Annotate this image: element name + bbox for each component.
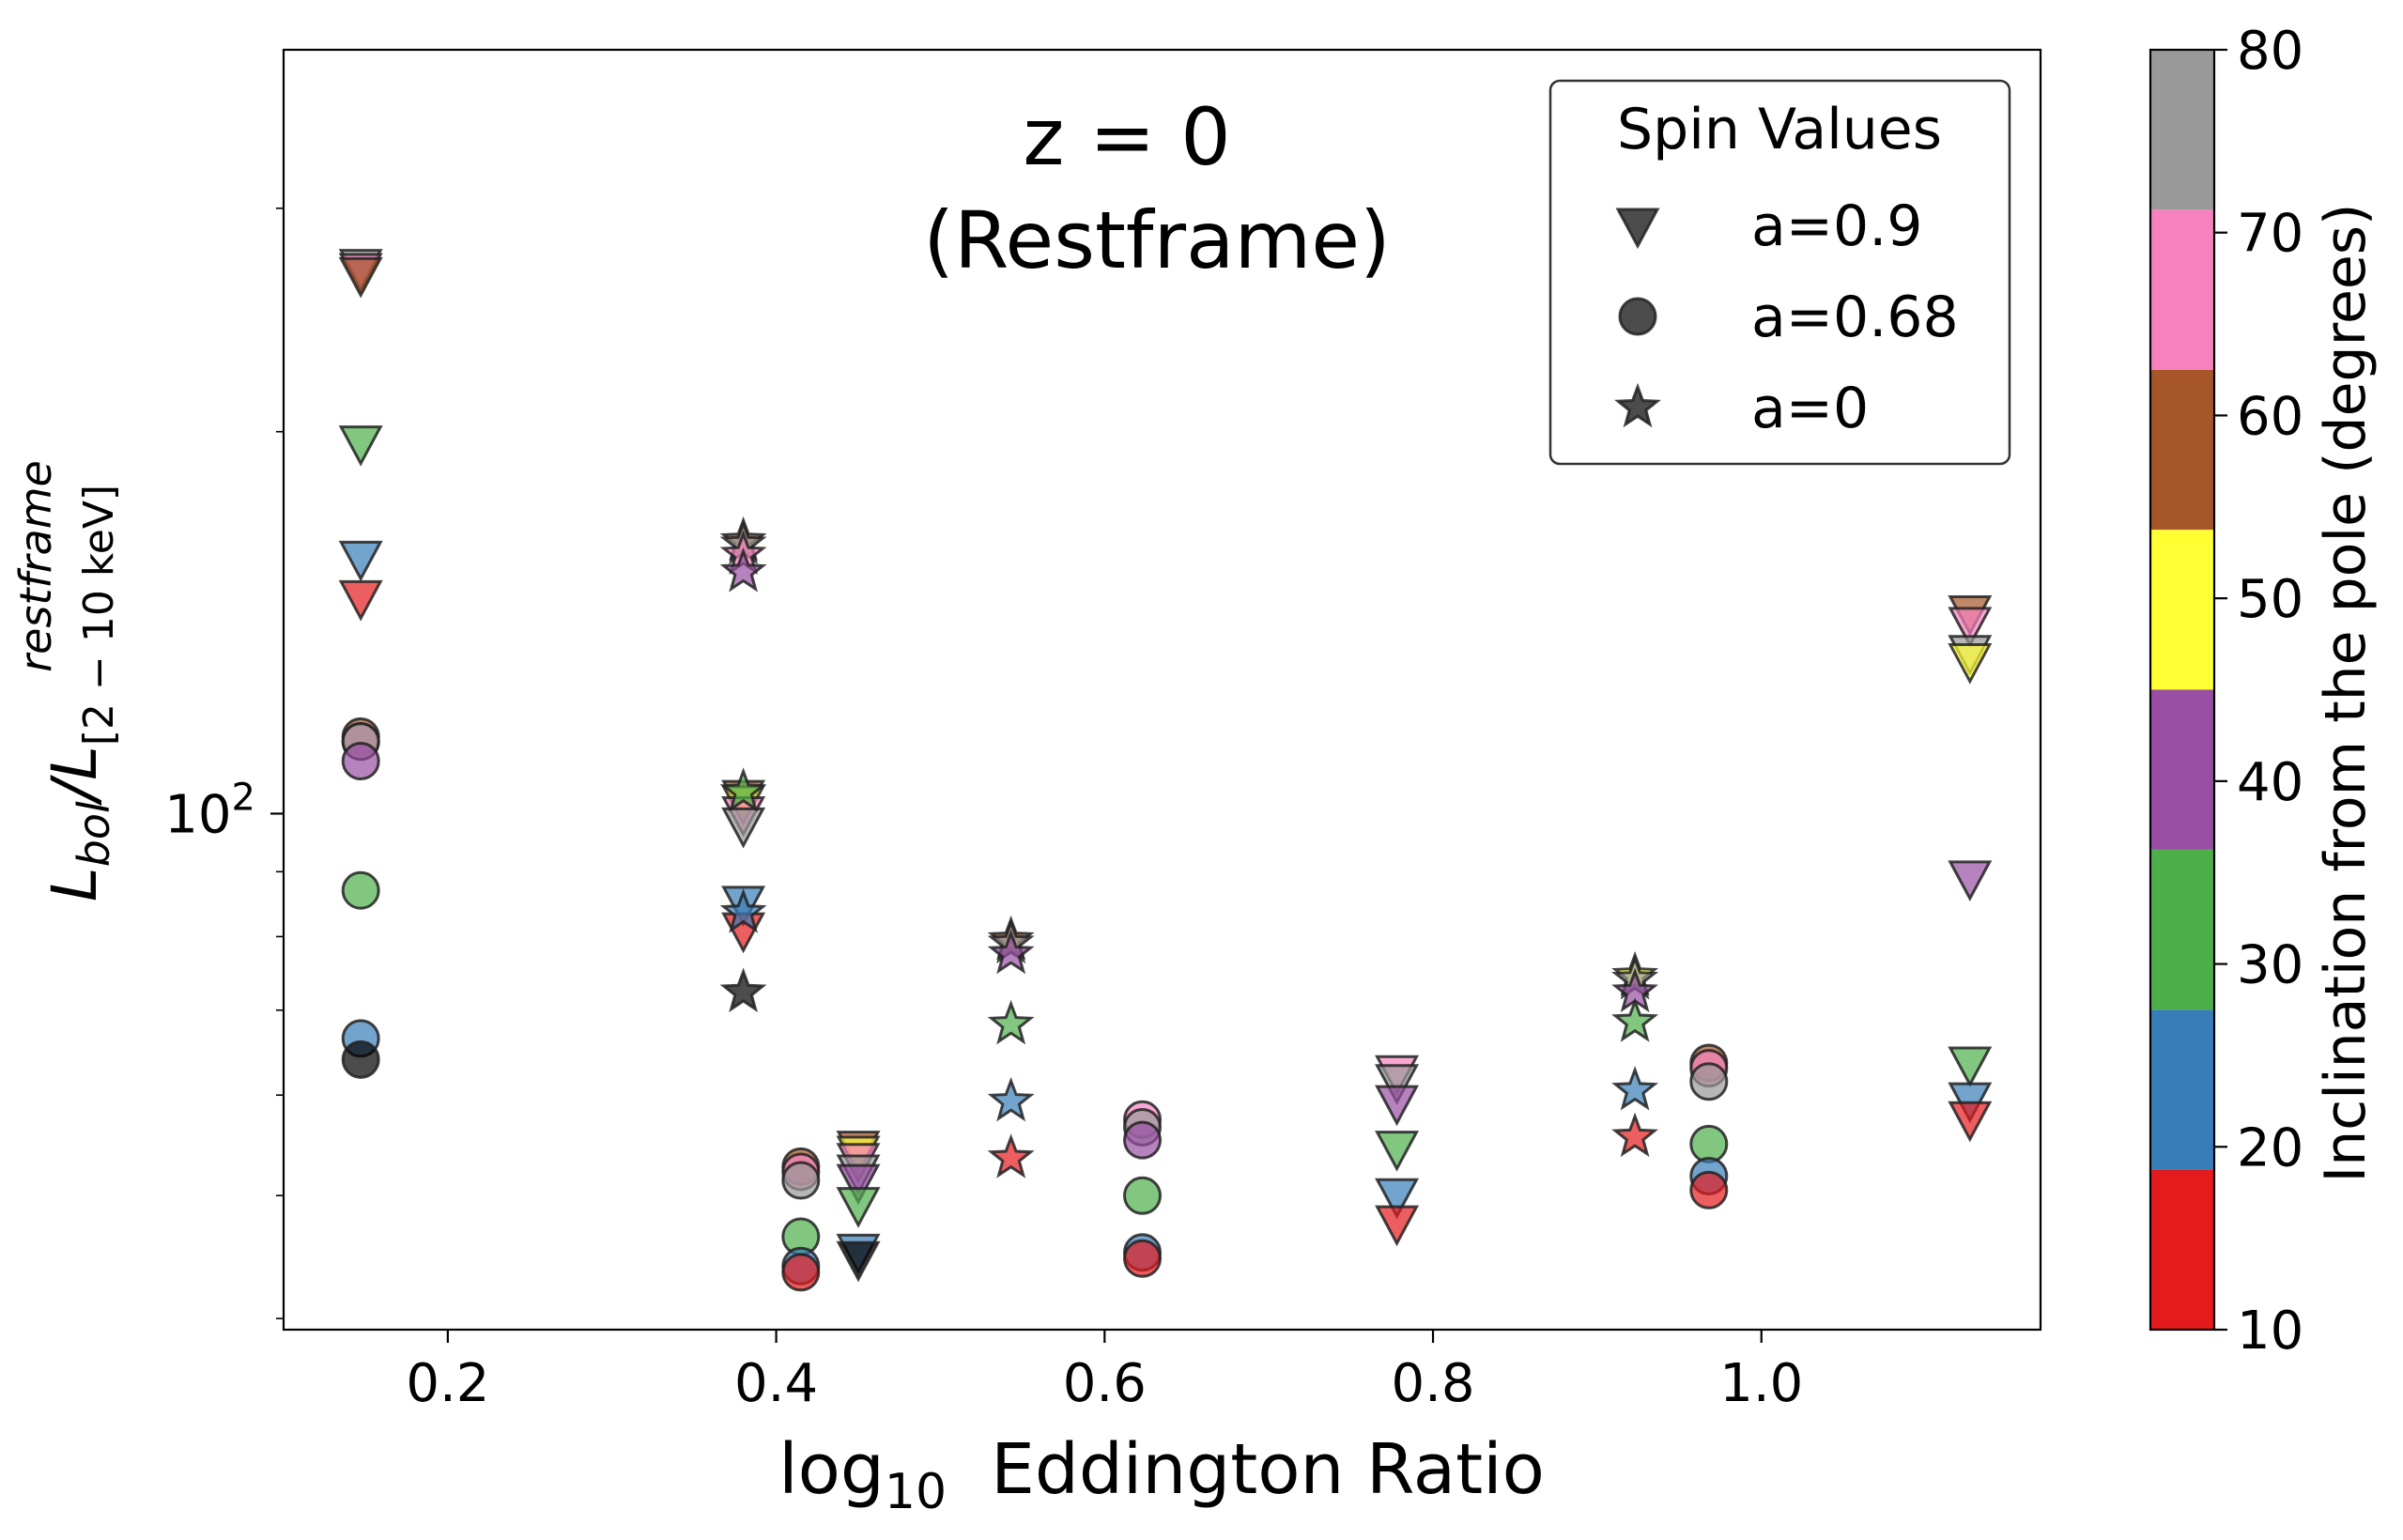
data-point xyxy=(987,1076,1035,1122)
data-point xyxy=(721,807,766,849)
data-point xyxy=(341,870,380,910)
x-axis-label-base: log xyxy=(778,1429,885,1510)
data-point xyxy=(781,1253,821,1292)
y-axis-label-num: L xyxy=(39,867,111,901)
data-point xyxy=(1948,643,1993,685)
colorbar-frame xyxy=(2149,48,2216,1332)
legend-label: a=0 xyxy=(1751,376,1869,441)
data-point xyxy=(719,547,767,593)
data-point xyxy=(338,425,383,467)
data-point xyxy=(1375,1064,1420,1105)
y-tick-label: 102 xyxy=(164,776,255,845)
data-point xyxy=(1375,1131,1420,1172)
data-point xyxy=(719,967,767,1013)
data-point xyxy=(1689,1124,1729,1163)
data-point xyxy=(836,1163,881,1206)
data-point xyxy=(1948,1101,1993,1143)
colorbar-bin xyxy=(2150,369,2214,531)
data-point xyxy=(1375,1085,1420,1127)
legend-marker xyxy=(1614,382,1661,428)
data-point xyxy=(341,742,380,781)
data-point xyxy=(338,256,383,299)
colorbar-bin xyxy=(2150,849,2214,1010)
legend: Spin Values a=0.9 a=0.68 a=0 xyxy=(1548,79,2011,466)
colorbar-bin xyxy=(2150,689,2214,850)
x-tick-label: 0.2 xyxy=(406,1353,489,1414)
data-point xyxy=(1123,1120,1163,1160)
data-point xyxy=(836,1240,881,1283)
y-axis-label-num-sub: bol xyxy=(69,801,119,867)
colorbar-tick-label: 40 xyxy=(2237,752,2303,813)
colorbar-label: Inclination from the pole (degrees) xyxy=(2313,204,2379,1183)
plot-frame xyxy=(282,48,2042,1332)
data-point xyxy=(1689,1062,1729,1101)
data-point xyxy=(987,1133,1035,1178)
legend-label: a=0.9 xyxy=(1751,193,1922,259)
colorbar-bin xyxy=(2150,1009,2214,1170)
legend-frame xyxy=(1548,79,2011,466)
data-point xyxy=(1948,1046,1993,1088)
data-point xyxy=(1123,1176,1163,1215)
data-points xyxy=(338,249,1993,1292)
data-point xyxy=(341,1040,380,1079)
legend-marker xyxy=(1615,208,1660,250)
legend-marker xyxy=(1618,297,1657,336)
data-point xyxy=(338,579,383,622)
x-tick-label: 0.4 xyxy=(734,1353,818,1414)
colorbar-bin xyxy=(2150,50,2214,210)
data-point xyxy=(1948,860,1993,902)
x-axis-label: log10 Eddington Ratio xyxy=(778,1429,1545,1520)
data-point xyxy=(1611,1112,1659,1158)
y-axis-label-den: L xyxy=(39,746,111,780)
chart-title-line1: z = 0 xyxy=(1023,91,1230,183)
colorbar: 10 20 30 40 50 60 70 80 xyxy=(2149,21,2303,1362)
y-axis-label: Lbol/L[2 − 10 keV] restframe xyxy=(10,460,123,901)
data-point xyxy=(719,888,767,933)
legend-label: a=0.68 xyxy=(1751,285,1959,350)
series-a=0.68 xyxy=(341,716,1729,1292)
y-axis: 102 xyxy=(164,208,284,1319)
colorbar-bin xyxy=(2150,209,2214,370)
colorbar-bin xyxy=(2150,530,2214,690)
colorbar-tick-label: 70 xyxy=(2237,204,2303,265)
x-axis: 0.2 0.4 0.6 0.8 1.0 xyxy=(406,1330,1803,1414)
data-point xyxy=(1689,1170,1729,1209)
data-point xyxy=(836,1187,881,1228)
colorbar-tick-label: 30 xyxy=(2237,935,2303,996)
x-axis-label-subscript: 10 xyxy=(885,1464,947,1520)
x-tick-label: 0.8 xyxy=(1391,1353,1474,1414)
data-point xyxy=(987,999,1035,1045)
x-tick-label: 1.0 xyxy=(1719,1353,1803,1414)
colorbar-tick-label: 50 xyxy=(2237,569,2303,630)
data-point xyxy=(1611,1066,1659,1111)
series-a=0 xyxy=(719,516,1659,1178)
colorbar-tick-label: 10 xyxy=(2237,1301,2303,1362)
y-axis-label-den-sup: restframe xyxy=(10,460,61,672)
y-axis-label-den-sub: [2 − 10 keV] xyxy=(75,485,123,746)
data-point xyxy=(338,540,383,582)
data-point xyxy=(1375,1178,1420,1220)
chart-title-line2: (Restframe) xyxy=(923,194,1391,286)
svg-text:Lbol/L[2 − 10 keV]: Lbol/L[2 − 10 keV] xyxy=(39,485,123,901)
data-point xyxy=(781,1161,821,1200)
legend-title: Spin Values xyxy=(1617,97,1942,162)
x-axis-label-text: Eddington Ratio xyxy=(947,1429,1545,1510)
data-point xyxy=(1123,1239,1163,1278)
data-point xyxy=(987,929,1035,975)
data-point xyxy=(1948,607,1993,649)
data-point xyxy=(1375,1205,1420,1247)
colorbar-bin xyxy=(2150,1169,2214,1330)
colorbar-tick-label: 20 xyxy=(2237,1117,2303,1178)
data-point xyxy=(719,767,767,812)
colorbar-tick-label: 80 xyxy=(2237,21,2303,82)
data-point xyxy=(1611,997,1659,1042)
x-tick-label: 0.6 xyxy=(1063,1353,1147,1414)
colorbar-tick-label: 60 xyxy=(2237,386,2303,447)
